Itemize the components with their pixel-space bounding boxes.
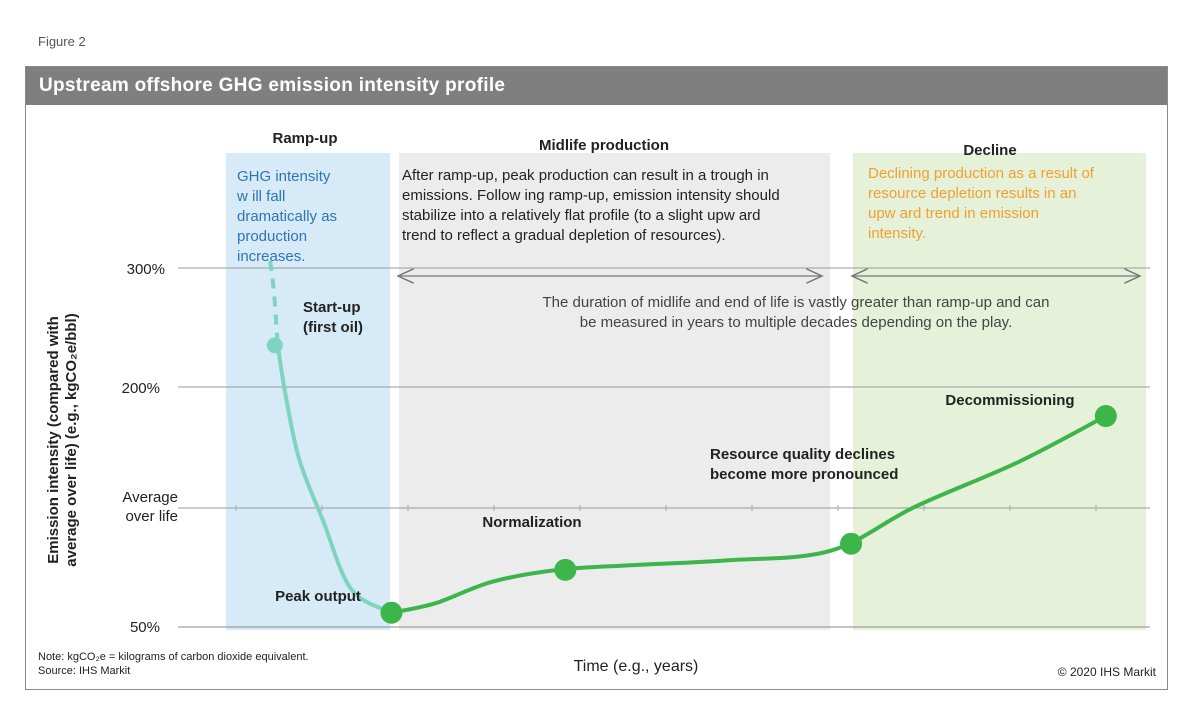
y-axis-label: Emission intensity (compared withaverage…	[45, 313, 80, 566]
footer-note-block: Note: kgCO₂e = kilograms of carbon dioxi…	[38, 650, 309, 678]
marker-label: Decommissioning	[945, 392, 1074, 409]
y-tick-label: 50%	[130, 619, 160, 636]
duration-note: The duration of midlife and end of life …	[543, 294, 1050, 331]
y-tick-label: Average over life	[122, 489, 178, 525]
series-line-main	[390, 414, 1107, 615]
footer-note: Note: kgCO₂e = kilograms of carbon dioxi…	[38, 651, 309, 663]
series-line-rampup-dashed	[268, 260, 280, 345]
phase-heading-midlife: Midlife production	[539, 137, 669, 154]
chart-frame: Upstream offshore GHG emission intensity…	[25, 66, 1168, 690]
data-point	[266, 337, 283, 354]
data-point	[840, 532, 863, 555]
marker-label: Normalization	[482, 514, 581, 531]
phase-heading-decline: Decline	[963, 142, 1016, 159]
series-line-rampup	[275, 343, 393, 615]
y-tick-label: 200%	[122, 380, 160, 397]
y-tick-label: 300%	[127, 261, 165, 278]
footer-source: Source: IHS Markit	[38, 665, 131, 677]
phase-description-rampup: GHG intensity w ill fall dramatically as pr…	[236, 168, 337, 265]
data-point	[554, 558, 577, 581]
chart-title: Upstream offshore GHG emission intensity…	[26, 67, 1167, 105]
x-axis-label: Time (e.g., years)	[574, 658, 699, 675]
phase-band-2	[399, 153, 830, 630]
data-point	[1094, 405, 1117, 428]
marker-label: Peak output	[275, 588, 361, 605]
phase-band-1	[226, 153, 390, 630]
phase-description-decline: Declining production as a result of resou…	[868, 165, 1095, 242]
data-point	[380, 601, 403, 624]
figure-label: Figure 2	[38, 34, 86, 49]
marker-label: Resource quality declines become more pro…	[710, 446, 898, 483]
phase-band-3	[853, 153, 1146, 630]
phase-heading-rampup: Ramp-up	[273, 130, 338, 147]
copyright: © 2020 IHS Markit	[1057, 665, 1156, 679]
marker-label: Start-up (first oil)	[303, 299, 363, 336]
phase-description-midlife: After ramp-up, peak production can resul…	[402, 167, 780, 244]
